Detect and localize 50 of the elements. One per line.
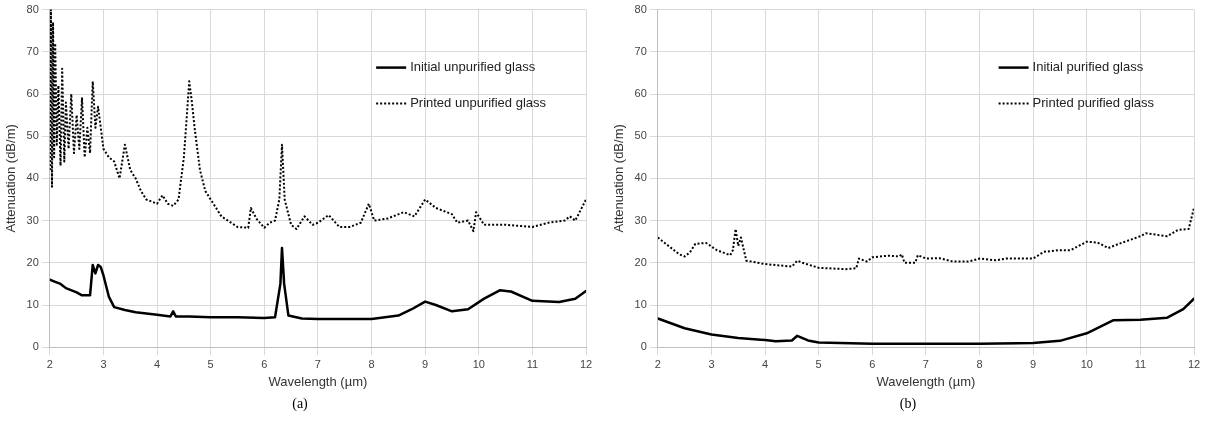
y-tick-label: 70 <box>634 44 647 57</box>
y-axis-title: Attenuation (dB/m) <box>3 124 19 233</box>
x-axis-title: Wavelength (µm) <box>268 373 368 389</box>
x-tick-label: 10 <box>1080 357 1093 370</box>
y-tick-label: 30 <box>26 213 39 226</box>
y-tick-label: 80 <box>26 2 39 15</box>
x-tick-label: 7 <box>314 357 321 370</box>
legend-label: Initial unpurified glass <box>410 59 536 75</box>
x-tick-label: 12 <box>579 357 593 370</box>
x-tick-label: 3 <box>100 357 107 370</box>
x-tick-label: 6 <box>869 357 876 370</box>
x-tick-label: 4 <box>154 357 161 370</box>
y-tick-label: 10 <box>26 298 39 311</box>
legend-label: Printed purified glass <box>1032 95 1155 111</box>
y-tick-label: 40 <box>26 171 39 184</box>
x-tick-label: 3 <box>708 357 715 370</box>
x-axis-title: Wavelength (µm) <box>876 373 976 389</box>
y-tick-label: 60 <box>26 87 39 100</box>
x-tick-label: 4 <box>762 357 769 370</box>
x-tick-label: 9 <box>422 357 429 370</box>
x-tick-label: 12 <box>1187 357 1201 370</box>
y-axis-title: Attenuation (dB/m) <box>611 124 627 233</box>
x-tick-label: 2 <box>654 357 661 370</box>
y-tick-label: 40 <box>634 171 647 184</box>
y-tick-label: 30 <box>634 213 647 226</box>
y-tick-label: 70 <box>26 44 39 57</box>
y-tick-label: 0 <box>32 340 39 353</box>
x-tick-label: 9 <box>1030 357 1037 370</box>
x-tick-label: 7 <box>922 357 929 370</box>
x-tick-label: 2 <box>46 357 53 370</box>
x-tick-label: 10 <box>472 357 485 370</box>
legend-label: Initial purified glass <box>1032 59 1144 75</box>
y-tick-label: 20 <box>26 255 39 268</box>
x-tick-label: 5 <box>207 357 214 370</box>
y-tick-label: 80 <box>634 2 647 15</box>
y-tick-label: 20 <box>634 255 647 268</box>
x-tick-label: 5 <box>815 357 822 370</box>
x-tick-label: 8 <box>368 357 375 370</box>
x-tick-label: 11 <box>1134 357 1147 370</box>
y-tick-label: 60 <box>634 87 647 100</box>
y-tick-label: 50 <box>26 129 39 142</box>
y-tick-label: 0 <box>640 340 647 353</box>
text: (a) <box>291 396 309 412</box>
x-tick-label: 6 <box>261 357 268 370</box>
legend-label: Printed unpurified glass <box>410 95 547 111</box>
x-tick-label: 8 <box>976 357 983 370</box>
y-tick-label: 10 <box>634 298 647 311</box>
text: (b) <box>898 396 918 412</box>
y-tick-label: 50 <box>634 129 647 142</box>
x-tick-label: 11 <box>526 357 539 370</box>
